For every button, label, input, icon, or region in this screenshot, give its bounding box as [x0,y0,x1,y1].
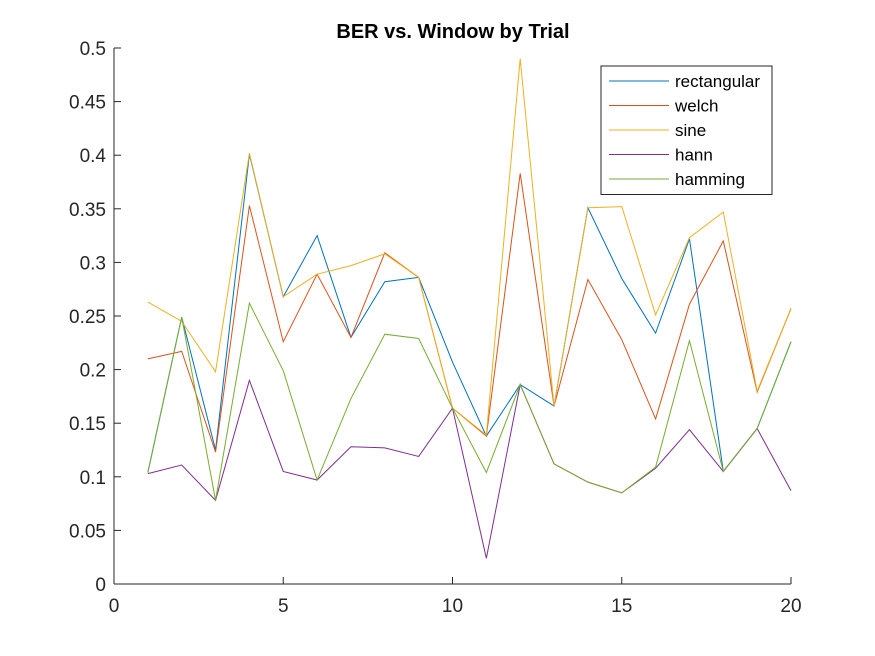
series-lines [147,58,792,559]
x-tick-label: 20 [780,596,801,617]
legend-label: sine [675,121,706,140]
series-line-hann [147,378,792,559]
x-tick-label: 5 [278,596,289,617]
series-line-hamming [147,301,792,501]
y-tick-label: 0.25 [69,307,106,328]
y-tick-label: 0.1 [80,468,106,489]
legend-label: welch [674,97,718,116]
y-tick-label: 0.5 [80,39,106,60]
series-line-sine [147,58,792,436]
y-tick-label: 0.4 [80,146,107,167]
y-tick-label: 0.45 [69,93,106,114]
y-tick-label: 0 [95,575,106,596]
y-tick-label: 0.05 [69,521,106,542]
chart-title: BER vs. Window by Trial [336,21,569,43]
axes: 0 5 10 15 20 0 0.05 0.1 0.15 0.2 0.25 0.3 0.35 0.4 0.4… [69,39,802,617]
y-tick-label: 0.2 [80,361,106,382]
y-tick-label: 0.35 [69,200,106,221]
y-tick-label: 0.3 [80,253,106,274]
legend-label: rectangular [675,72,760,91]
legend-label: hamming [675,170,745,189]
legend: rectangular welch sine hann hamming [600,65,773,195]
x-tick-label: 10 [442,596,463,617]
y-tick-label: 0.15 [69,414,106,435]
x-tick-label: 15 [611,596,632,617]
legend-label: hann [675,146,713,165]
x-tick-label: 0 [109,596,120,617]
